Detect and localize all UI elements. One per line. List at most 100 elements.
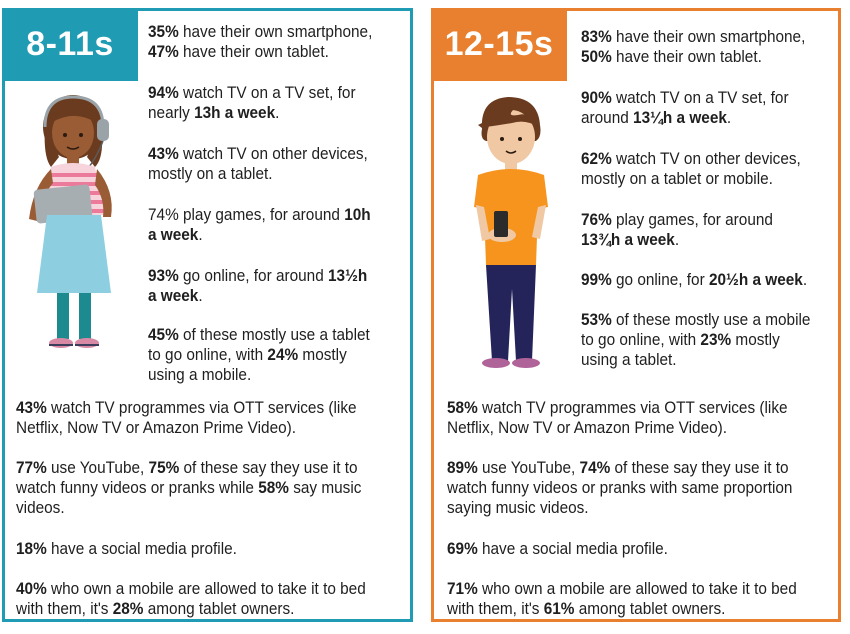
stat-item: 58% watch TV programmes via OTT services… (447, 398, 788, 438)
stat-item: 71% who own a mobile are allowed to take… (447, 579, 797, 619)
stat-text: of these say they use it to (610, 459, 789, 477)
stat-text: watch TV programmes via OTT services (li… (477, 399, 788, 417)
stat-text: watch TV on other devices, (178, 145, 368, 163)
stat-highlight: a week (148, 287, 199, 305)
stat-highlight: 58% (258, 479, 289, 497)
stat-text: . (275, 104, 280, 122)
stat-text: watch funny videos or pranks while (16, 479, 259, 497)
stat-highlight: a week (148, 226, 199, 244)
stat-highlight: 10h (344, 206, 371, 224)
stat-text: play games, for around (611, 211, 773, 229)
stat-highlight: 62% (581, 150, 612, 168)
stat-text: use YouTube, (477, 459, 580, 477)
stat-item: 53% of these mostly use a mobile to go on… (581, 310, 810, 370)
stat-item: 40% who own a mobile are allowed to take… (16, 579, 366, 619)
stat-item: 94% watch TV on a TV set, for nearly 13h … (148, 83, 356, 123)
stat-highlight: 43% (16, 399, 47, 417)
stat-text: watch TV on a TV set, for (178, 84, 356, 102)
stat-highlight: 24% (267, 346, 299, 364)
stat-highlight: 83% (581, 28, 612, 46)
stat-highlight: 58% (447, 399, 478, 417)
stat-text: among tablet owners. (574, 600, 726, 618)
stat-text: Netflix, Now TV or Amazon Prime Video). (16, 419, 297, 437)
stat-highlight: 90% (581, 89, 612, 107)
stat-item: 76% play games, for around 13¾h a week. (581, 210, 773, 250)
stat-text: with them, it's (16, 600, 113, 618)
stat-item: 93% go online, for around 13½h a week. (148, 266, 367, 306)
stat-highlight: 18% (16, 540, 47, 558)
age-group-label: 12-15s (431, 8, 567, 81)
stat-text: of these say they use it to (179, 459, 358, 477)
stat-text: nearly (148, 104, 195, 122)
stat-highlight: 13¾h a week (581, 231, 675, 249)
stat-text: say music (288, 479, 362, 497)
stat-highlight: 74% (579, 459, 611, 477)
stat-highlight: 35% (148, 23, 179, 41)
stat-text: mostly (298, 346, 347, 364)
stat-highlight: 43% (148, 145, 179, 163)
stat-item: 74% play games, for around 10h a week. (148, 205, 371, 245)
stat-text: go online, for (611, 271, 709, 289)
stat-text: . (198, 226, 203, 244)
stat-text: mostly on a tablet or mobile. (581, 170, 773, 188)
stat-text: have their own smartphone, (611, 28, 806, 46)
stat-text: who own a mobile are allowed to take it … (46, 580, 366, 598)
stat-text: Netflix, Now TV or Amazon Prime Video). (447, 419, 728, 437)
stat-highlight: 94% (148, 84, 179, 102)
stat-highlight: 76% (581, 211, 612, 229)
stat-highlight: 45% (148, 326, 179, 344)
stat-highlight: 23% (700, 331, 732, 349)
panel-8-11s: 8-11s (2, 8, 413, 622)
stat-text: . (726, 109, 732, 127)
panel-12-15s: 12-15s 83% have their own smartphone, 50%… (431, 8, 841, 622)
stat-highlight: 93% (148, 267, 179, 285)
stat-text: . (802, 271, 808, 289)
stat-item: 77% use YouTube, 75% of these say they u… (16, 458, 361, 518)
stat-text: watch TV programmes via OTT services (li… (46, 399, 357, 417)
stat-text: have their own tablet. (611, 48, 762, 66)
stat-text: watch TV on a TV set, for (611, 89, 789, 107)
stat-item: 18% have a social media profile. (16, 539, 237, 559)
stat-highlight: 69% (447, 540, 478, 558)
stat-highlight: 40% (16, 580, 47, 598)
stat-item: 89% use YouTube, 74% of these say they u… (447, 458, 792, 518)
stat-text: mostly on a tablet. (148, 165, 273, 183)
stat-highlight: 13¼h a week (633, 109, 727, 127)
stat-highlight: 75% (148, 459, 180, 477)
stat-highlight: 50% (581, 48, 612, 66)
stat-text: to go online, with (148, 346, 268, 364)
stat-highlight: 53% (581, 311, 612, 329)
stat-highlight: 13½h (328, 267, 368, 285)
stat-text: saying music videos. (447, 499, 589, 517)
stat-item: 69% have a social media profile. (447, 539, 668, 559)
stat-text: watch funny videos or pranks with same p… (447, 479, 793, 497)
stat-highlight: 71% (447, 580, 478, 598)
stat-text: play games, for around (178, 206, 345, 224)
stat-text: around (581, 109, 634, 127)
stat-highlight: 20½h a week (708, 271, 803, 289)
stat-text: mostly (731, 331, 780, 349)
stat-highlight: 13h a week (194, 104, 276, 122)
stat-text: videos. (16, 499, 65, 517)
stat-text: 74% (148, 206, 179, 224)
stat-highlight: 99% (581, 271, 612, 289)
stat-item: 90% watch TV on a TV set, for around 13¼h… (581, 88, 789, 128)
stat-text: go online, for around (178, 267, 329, 285)
stat-text: . (674, 231, 680, 249)
stat-item: 43% watch TV on other devices, mostly on … (148, 144, 368, 184)
stat-text: use YouTube, (46, 459, 149, 477)
stat-text: among tablet owners. (143, 600, 295, 618)
stat-highlight: 89% (447, 459, 478, 477)
stat-item: 35% have their own smartphone, 47% have t… (148, 22, 372, 62)
girl-with-tablet-icon (29, 95, 112, 348)
stat-text: have their own tablet. (178, 43, 329, 61)
stat-text: to go online, with (581, 331, 701, 349)
stat-highlight: 28% (112, 600, 144, 618)
age-group-label: 8-11s (2, 8, 138, 81)
stat-text: of these mostly use a mobile (611, 311, 811, 329)
stat-text: watch TV on other devices, (611, 150, 801, 168)
stat-text: using a tablet. (581, 351, 677, 369)
stat-item: 62% watch TV on other devices, mostly on … (581, 149, 801, 189)
stat-item: 83% have their own smartphone, 50% have t… (581, 27, 805, 67)
stat-text: have their own smartphone, (178, 23, 373, 41)
